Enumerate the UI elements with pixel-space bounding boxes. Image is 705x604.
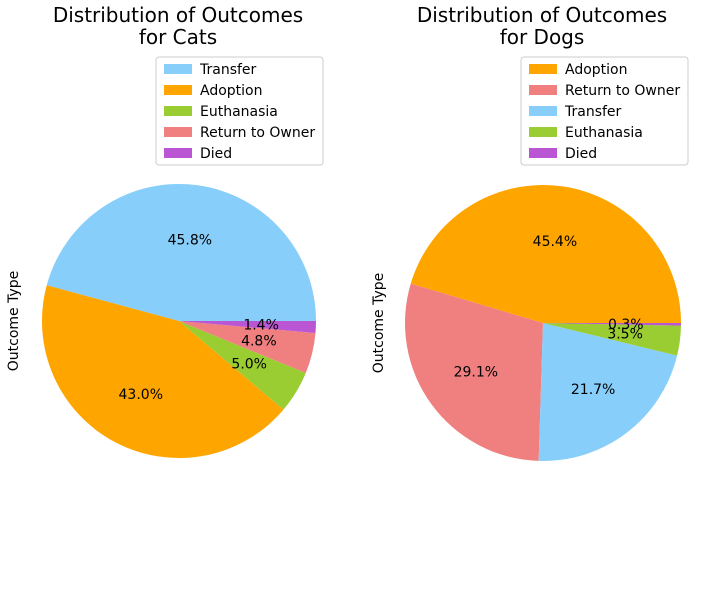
dogs-legend-label-euthanasia: Euthanasia xyxy=(565,125,643,141)
cats-legend-swatch-return-to-owner xyxy=(164,127,192,137)
dogs-legend-swatch-died xyxy=(529,148,557,158)
cats-legend-swatch-died xyxy=(164,148,192,158)
dogs-legend-swatch-return-to-owner xyxy=(529,85,557,95)
dogs-legend-label-died: Died xyxy=(565,146,597,162)
dogs-pct-label-adoption: 45.4% xyxy=(533,234,577,250)
dogs-title-line-2: for Dogs xyxy=(500,25,585,49)
dogs-pct-label-died: 0.3% xyxy=(608,317,644,333)
dogs-pct-label-euthanasia: 3.5% xyxy=(607,327,643,343)
dogs-slice-transfer xyxy=(538,323,678,461)
cats-legend-frame xyxy=(155,56,324,166)
cats-pct-label-died: 1.4% xyxy=(243,318,279,334)
cats-slice-transfer xyxy=(46,183,317,321)
cats-slice-died xyxy=(179,321,316,334)
cats-legend-label-return-to-owner: Return to Owner xyxy=(200,125,315,141)
cats-legend-label-euthanasia: Euthanasia xyxy=(200,104,278,120)
cats-pct-label-return-to-owner: 4.8% xyxy=(241,333,277,349)
cats-pct-label-euthanasia: 5.0% xyxy=(231,357,267,373)
cats-slice-return-to-owner xyxy=(179,321,316,374)
cats-legend-label-died: Died xyxy=(200,146,232,162)
dogs-legend-frame xyxy=(520,56,689,166)
dogs-pct-label-transfer: 21.7% xyxy=(571,382,615,398)
dogs-pct-label-return-to-owner: 29.1% xyxy=(454,364,498,380)
dogs-legend-swatch-euthanasia xyxy=(529,127,557,137)
dogs-legend-label-transfer: Transfer xyxy=(564,104,622,120)
dogs-legend-swatch-transfer xyxy=(529,106,557,116)
dogs-title-line-1: Distribution of Outcomes xyxy=(417,3,667,27)
cats-title-line-1: Distribution of Outcomes xyxy=(53,3,303,27)
cats-slice-adoption xyxy=(41,285,284,459)
cats-legend-swatch-transfer xyxy=(164,64,192,74)
dogs-legend-swatch-adoption xyxy=(529,64,557,74)
cats-legend-swatch-adoption xyxy=(164,85,192,95)
dogs-slice-died xyxy=(543,323,682,326)
cats-legend: Transfer Adoption Euthanasia Return to Owne… xyxy=(155,56,324,166)
dogs-legend: Adoption Return to Owner Transfer Euthanasi… xyxy=(520,56,689,166)
cats-slice-euthanasia xyxy=(179,321,306,410)
dogs-slice-euthanasia xyxy=(543,323,681,356)
cats-legend-swatch-euthanasia xyxy=(164,106,192,116)
cats-ylabel: Outcome Type xyxy=(6,271,22,372)
cats-title-line-2: for Cats xyxy=(139,25,217,49)
cats-pct-label-adoption: 43.0% xyxy=(119,387,163,403)
dogs-slice-return-to-owner xyxy=(404,283,543,461)
cats-legend-label-adoption: Adoption xyxy=(200,83,263,99)
cats-pct-label-transfer: 45.8% xyxy=(168,233,212,249)
dogs-ylabel: Outcome Type xyxy=(371,273,387,374)
dogs-legend-label-return-to-owner: Return to Owner xyxy=(565,83,680,99)
dogs-slice-adoption xyxy=(410,184,681,323)
cats-legend-label-transfer: Transfer xyxy=(199,62,257,78)
dogs-legend-label-adoption: Adoption xyxy=(565,62,628,78)
